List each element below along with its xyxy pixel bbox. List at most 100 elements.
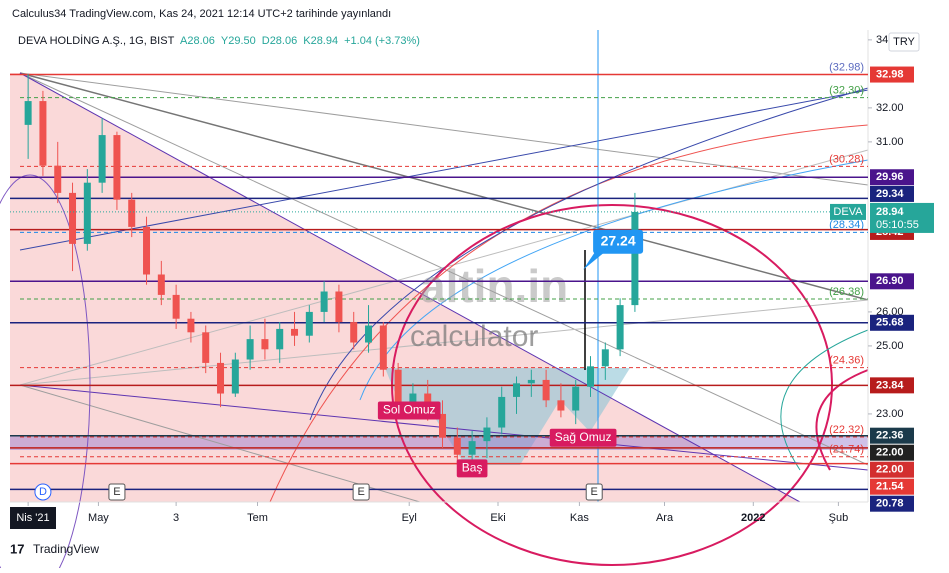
fib-label: (32.98): [829, 61, 864, 73]
candle-body: [587, 366, 595, 387]
ohlc-value: K28.94: [303, 35, 338, 47]
countdown: 05:10:55: [876, 219, 919, 231]
fib-label: (26.38): [829, 286, 864, 298]
candle-body: [98, 135, 106, 183]
x-tick-label: Eyl: [402, 512, 417, 524]
fan-line: [19, 72, 801, 503]
fib-label: (32.30): [829, 85, 864, 97]
symbol-box: [830, 203, 866, 220]
level-price-box: [870, 478, 914, 495]
level-price-box: [870, 377, 914, 394]
level-price-box: [870, 495, 914, 512]
event-label: E: [357, 486, 364, 498]
candle-body: [365, 325, 373, 343]
x-tick-label: 3: [173, 512, 179, 524]
arc: [309, 87, 869, 421]
candle-body: [276, 328, 284, 350]
pattern-label-box: [456, 459, 488, 478]
event-label: D: [39, 486, 47, 498]
pattern-label-box: [549, 428, 617, 447]
level-price: 26.90: [876, 275, 904, 287]
drawings: [0, 30, 869, 573]
level-price-box: [870, 185, 914, 202]
candle-body: [513, 383, 521, 397]
footer-logo: TradingView: [33, 542, 99, 556]
candle-body: [572, 386, 580, 411]
candle-body: [202, 332, 210, 363]
currency: TRY: [893, 36, 915, 48]
candle-body: [498, 396, 506, 428]
candle-body: [483, 427, 491, 442]
level-price: 32.98: [876, 68, 904, 80]
x-tick-label: Tem: [247, 512, 268, 524]
last-price-box: [870, 202, 934, 233]
candle-body: [172, 294, 180, 319]
pattern-label: Sağ Omuz: [555, 430, 612, 444]
fib-label: (22.32): [829, 424, 864, 436]
last-price: 28.94: [876, 206, 904, 218]
candle-body: [335, 291, 343, 323]
event-marker: [34, 483, 52, 501]
purple-band: [10, 436, 868, 450]
pattern-label: Sol Omuz: [383, 403, 436, 417]
candle-body: [157, 274, 165, 295]
callout-pointer: [583, 251, 606, 270]
candle-body: [453, 437, 461, 455]
candle-body: [24, 101, 32, 125]
level-price: 29.96: [876, 171, 904, 183]
fan-line: [19, 384, 421, 503]
level-price-box: [870, 314, 914, 331]
level-price-box: [870, 427, 914, 444]
candle-body: [557, 400, 565, 411]
y-tick-label: 23.00: [876, 408, 904, 420]
candle-body: [439, 413, 447, 438]
candle-body: [320, 291, 328, 312]
candle-body: [542, 379, 550, 401]
event-marker: [585, 483, 603, 501]
candle-body: [246, 339, 254, 360]
level-price-box: [870, 444, 914, 461]
ohlc-value: Y29.50: [221, 35, 256, 47]
level-price-box: [870, 461, 914, 478]
level-price-box: [870, 169, 914, 186]
event-label: E: [591, 486, 598, 498]
x-tick-label: Ara: [656, 512, 674, 524]
level-price: 23.84: [876, 379, 904, 391]
candle-body: [54, 165, 62, 193]
x-tick-label: Kas: [570, 512, 589, 524]
candle-body: [631, 211, 639, 306]
y-tick-label: 31.00: [876, 136, 904, 148]
callout-box: [593, 229, 644, 254]
candle-body: [261, 339, 269, 350]
x-tick-label: Şub: [829, 512, 849, 524]
candle-body: [143, 226, 151, 275]
x-tick-label: 2022: [741, 512, 765, 524]
ohlc-value: D28.06: [262, 35, 297, 47]
arc: [269, 124, 869, 503]
event-marker: [352, 483, 370, 501]
candle-body: [83, 182, 91, 244]
candle-body: [527, 379, 535, 384]
fan-line: [19, 89, 869, 251]
level-price: 25.68: [876, 317, 904, 329]
x-tick-label: May: [88, 512, 109, 524]
candle-body: [217, 362, 225, 394]
level-price-box: [870, 66, 914, 83]
pattern-label: Baş: [462, 461, 483, 475]
publish-title: Calculus34 TradingView.com, Kas 24, 2021…: [12, 8, 391, 20]
candle-body: [409, 393, 417, 408]
fan-line: [19, 72, 869, 301]
symbol-label: DEVA: [833, 206, 863, 218]
candle-body: [69, 192, 77, 244]
ohlc-value: +1.04 (+3.73%): [344, 35, 420, 47]
level-price: 20.78: [876, 498, 904, 510]
y-tick-label: 25.00: [876, 340, 904, 352]
candle-body: [231, 359, 239, 394]
candle-body: [616, 305, 624, 350]
x-tick-label: Nis '21: [16, 512, 49, 524]
candle-body: [468, 441, 476, 455]
candle-body: [305, 311, 313, 336]
candle-body: [113, 135, 121, 200]
ohlc-value: A28.06: [180, 35, 215, 47]
